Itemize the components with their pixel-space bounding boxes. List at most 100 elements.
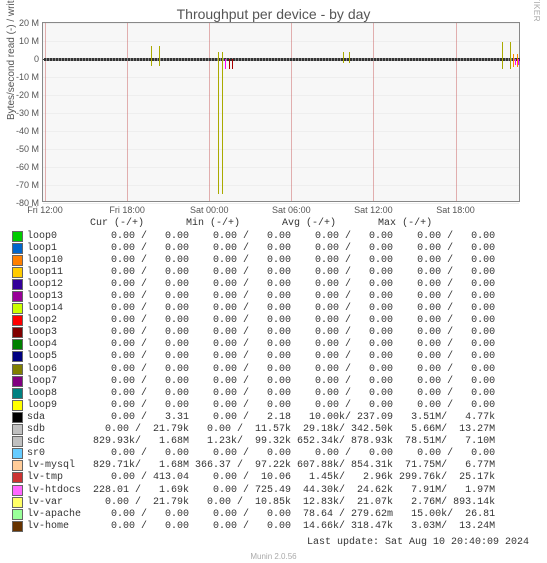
- legend-row: loop11 0.00 / 0.00 0.00 / 0.00 0.00 / 0.…: [12, 266, 495, 278]
- ytick-label: -10 M: [16, 72, 39, 82]
- legend-text: sda 0.00 / 3.31 0.00 / 2.18 10.00k/ 237.…: [27, 412, 495, 423]
- y-axis-label: Bytes/second read (-) / write (+): [6, 0, 17, 120]
- ytick-label: 10 M: [19, 36, 39, 46]
- legend-header: Cur (-/+) Min (-/+) Avg (-/+) Max (-/+): [12, 218, 495, 229]
- legend-swatch: [12, 351, 23, 362]
- legend-swatch: [12, 460, 23, 471]
- grid-line: [43, 95, 519, 96]
- legend-swatch: [12, 376, 23, 387]
- legend-swatch: [12, 472, 23, 483]
- legend-swatch: [12, 243, 23, 254]
- grid-line: [209, 23, 210, 201]
- data-spike: [229, 59, 233, 69]
- xtick-label: Sat 06:00: [272, 205, 311, 215]
- data-spike: [515, 59, 519, 65]
- legend-row: loop0 0.00 / 0.00 0.00 / 0.00 0.00 / 0.0…: [12, 230, 495, 242]
- legend-swatch: [12, 364, 23, 375]
- data-spike: [151, 59, 160, 66]
- xtick-label: Sat 18:00: [436, 205, 475, 215]
- legend-row: loop13 0.00 / 0.00 0.00 / 0.00 0.00 / 0.…: [12, 290, 495, 302]
- legend-text: loop5 0.00 / 0.00 0.00 / 0.00 0.00 / 0.0…: [27, 351, 495, 362]
- legend-swatch: [12, 412, 23, 423]
- legend-row: sdb 0.00 / 21.79k 0.00 / 11.57k 29.18k/ …: [12, 424, 495, 436]
- data-spike: [218, 52, 223, 59]
- legend-row: lv-apache 0.00 / 0.00 0.00 / 0.00 78.64 …: [12, 508, 495, 520]
- legend-row: loop1 0.00 / 0.00 0.00 / 0.00 0.00 / 0.0…: [12, 242, 495, 254]
- legend-swatch: [12, 521, 23, 532]
- ytick-label: -30 M: [16, 108, 39, 118]
- legend-swatch: [12, 303, 23, 314]
- legend-text: lv-htdocs 228.01 / 1.69k 0.00 / 725.49 4…: [27, 485, 495, 496]
- legend-text: loop14 0.00 / 0.00 0.00 / 0.00 0.00 / 0.…: [27, 303, 495, 314]
- chart-area: 20 M10 M0-10 M-20 M-30 M-40 M-50 M-60 M-…: [42, 22, 520, 202]
- grid-line: [456, 23, 457, 201]
- legend-row: loop3 0.00 / 0.00 0.00 / 0.00 0.00 / 0.0…: [12, 327, 495, 339]
- legend-text: loop1 0.00 / 0.00 0.00 / 0.00 0.00 / 0.0…: [27, 243, 495, 254]
- legend-swatch: [12, 279, 23, 290]
- legend-text: loop2 0.00 / 0.00 0.00 / 0.00 0.00 / 0.0…: [27, 315, 495, 326]
- legend-text: lv-home 0.00 / 0.00 0.00 / 0.00 14.66k/ …: [27, 521, 495, 532]
- legend-text: loop7 0.00 / 0.00 0.00 / 0.00 0.00 / 0.0…: [27, 376, 495, 387]
- data-trace: [44, 58, 520, 61]
- legend-text: loop4 0.00 / 0.00 0.00 / 0.00 0.00 / 0.0…: [27, 339, 495, 350]
- data-spike: [218, 59, 223, 194]
- xtick-label: Fri 12:00: [27, 205, 63, 215]
- ytick-label: -20 M: [16, 90, 39, 100]
- legend-swatch: [12, 424, 23, 435]
- ytick-label: -40 M: [16, 126, 39, 136]
- legend-text: lv-apache 0.00 / 0.00 0.00 / 0.00 78.64 …: [27, 509, 495, 520]
- grid-line: [43, 185, 519, 186]
- legend-row: lv-var 0.00 / 21.79k 0.00 / 10.85k 12.83…: [12, 496, 495, 508]
- legend-swatch: [12, 267, 23, 278]
- grid-line: [127, 23, 128, 201]
- legend-swatch: [12, 388, 23, 399]
- legend-text: loop10 0.00 / 0.00 0.00 / 0.00 0.00 / 0.…: [27, 255, 495, 266]
- legend-text: lv-mysql 829.71k/ 1.68M 366.37 / 97.22k …: [27, 460, 495, 471]
- data-spike: [343, 52, 350, 59]
- legend: Cur (-/+) Min (-/+) Avg (-/+) Max (-/+) …: [12, 218, 495, 532]
- grid-line: [43, 167, 519, 168]
- legend-row: loop8 0.00 / 0.00 0.00 / 0.00 0.00 / 0.0…: [12, 387, 495, 399]
- grid-line: [43, 131, 519, 132]
- legend-swatch: [12, 497, 23, 508]
- data-spike: [343, 59, 350, 63]
- legend-row: lv-mysql 829.71k/ 1.68M 366.37 / 97.22k …: [12, 460, 495, 472]
- chart-title: Throughput per device - by day: [0, 6, 547, 22]
- xtick-label: Sat 12:00: [354, 205, 393, 215]
- plot-area: 20 M10 M0-10 M-20 M-30 M-40 M-50 M-60 M-…: [42, 22, 520, 202]
- legend-swatch: [12, 436, 23, 447]
- grid-line: [43, 113, 519, 114]
- legend-text: loop13 0.00 / 0.00 0.00 / 0.00 0.00 / 0.…: [27, 291, 495, 302]
- ytick-label: 0: [34, 54, 39, 64]
- legend-swatch: [12, 291, 23, 302]
- ytick-label: -50 M: [16, 144, 39, 154]
- grid-line: [45, 23, 46, 201]
- legend-row: lv-tmp 0.00 / 413.04 0.00 / 10.06 1.45k/…: [12, 472, 495, 484]
- data-spike: [502, 42, 511, 59]
- legend-text: loop6 0.00 / 0.00 0.00 / 0.00 0.00 / 0.0…: [27, 364, 495, 375]
- grid-line: [43, 41, 519, 42]
- legend-row: loop12 0.00 / 0.00 0.00 / 0.00 0.00 / 0.…: [12, 278, 495, 290]
- legend-text: loop8 0.00 / 0.00 0.00 / 0.00 0.00 / 0.0…: [27, 388, 495, 399]
- last-update: Last update: Sat Aug 10 20:40:09 2024: [307, 537, 529, 548]
- legend-text: lv-tmp 0.00 / 413.04 0.00 / 10.06 1.45k/…: [27, 472, 495, 483]
- data-spike: [151, 46, 160, 59]
- grid-line: [373, 23, 374, 201]
- grid-line: [43, 203, 519, 204]
- grid-line: [43, 77, 519, 78]
- legend-swatch: [12, 255, 23, 266]
- legend-text: sdb 0.00 / 21.79k 0.00 / 11.57k 29.18k/ …: [27, 424, 495, 435]
- legend-swatch: [12, 231, 23, 242]
- legend-swatch: [12, 315, 23, 326]
- rrdtool-label: RRDTOOL / TOBI OETIKER: [532, 0, 541, 22]
- legend-swatch: [12, 339, 23, 350]
- legend-row: loop2 0.00 / 0.00 0.00 / 0.00 0.00 / 0.0…: [12, 315, 495, 327]
- xtick-label: Fri 18:00: [109, 205, 145, 215]
- ytick-label: 20 M: [19, 18, 39, 28]
- legend-swatch: [12, 485, 23, 496]
- data-spike: [502, 59, 511, 69]
- grid-line: [291, 23, 292, 201]
- legend-swatch: [12, 509, 23, 520]
- ytick-label: -60 M: [16, 162, 39, 172]
- legend-row: lv-home 0.00 / 0.00 0.00 / 0.00 14.66k/ …: [12, 520, 495, 532]
